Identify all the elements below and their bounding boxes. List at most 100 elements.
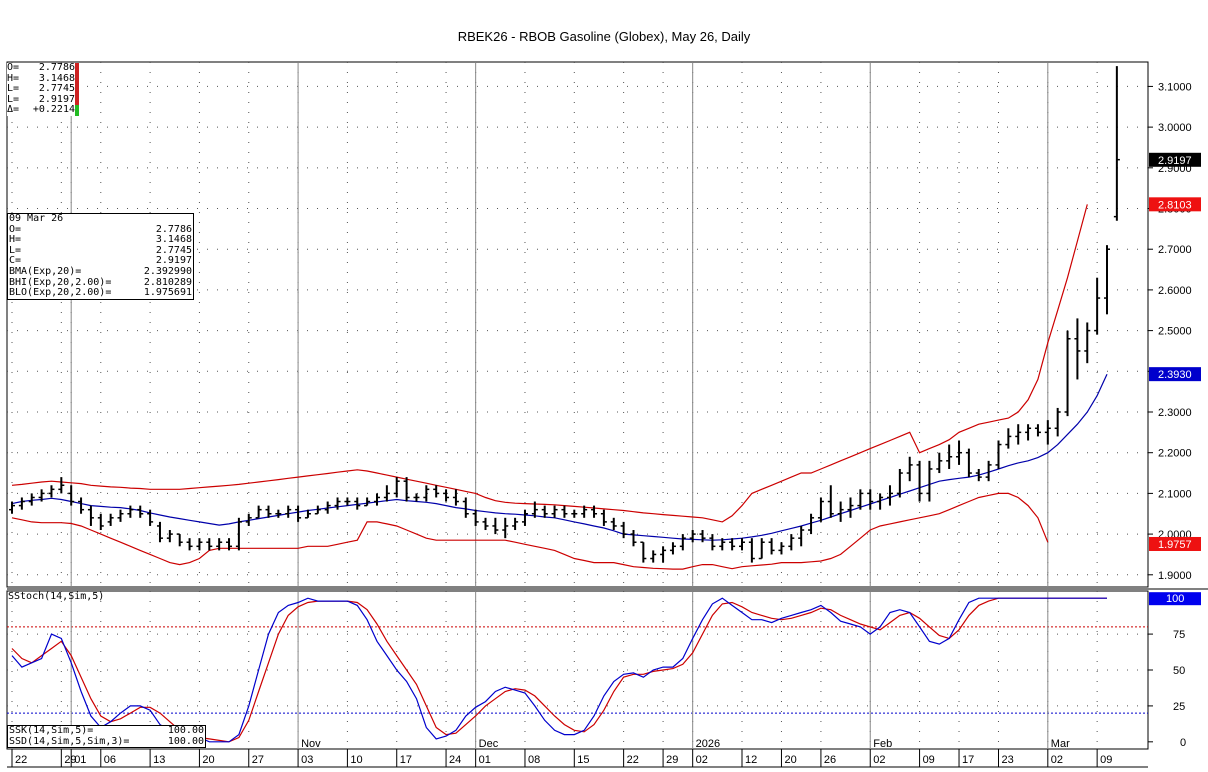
price-tick-label: 2.7000 — [1158, 244, 1192, 256]
ohlc-bar — [946, 444, 953, 469]
date-label: 20 — [784, 754, 796, 766]
date-label: 29 — [64, 754, 76, 766]
price-tick-label: 2.6000 — [1158, 285, 1192, 297]
ohlc-bar — [1025, 424, 1032, 441]
ohlc-bar — [393, 477, 400, 498]
month-label: 2026 — [696, 738, 720, 750]
price-tick-label: 3.1000 — [1158, 81, 1192, 93]
bollinger-upper-line — [11, 204, 1088, 523]
ohlc-row: H= 3.1468 — [7, 73, 79, 85]
info-value: 1.975691 — [143, 287, 192, 299]
ohlc-label: O= — [7, 62, 20, 73]
ohlc-bar — [147, 509, 154, 526]
ohlc-bar — [985, 460, 992, 482]
ohlc-bar — [186, 538, 193, 551]
ohlc-bar — [975, 468, 982, 482]
info-value: 2.7786 — [155, 223, 192, 235]
ohlc-bar — [768, 538, 775, 555]
price-panel-border — [6, 61, 1149, 588]
ohlc-bar — [1104, 245, 1110, 315]
ohlc-bar — [48, 485, 55, 498]
ohlc-bar — [729, 538, 736, 551]
ohlc-bar — [739, 538, 745, 551]
ohlc-bar — [1113, 66, 1120, 221]
ohlc-row: Δ= +0.2214 — [7, 105, 79, 116]
info-box: 09 Mar 26 O= 2.7786 H= 3.1468 L= 2.7745 C= 2.91… — [7, 213, 194, 300]
ohlc-bar — [965, 448, 972, 478]
ohlc-bar — [1044, 420, 1051, 445]
stoch-legend: SSK(14,Sim,5)= 100.00 SSD(14,Sim,5,Sim,3)=… — [7, 725, 206, 749]
price-tag-bg — [1149, 367, 1201, 382]
month-label: Mar — [1051, 738, 1070, 750]
ohlc-value: 2.9197 — [38, 93, 75, 105]
price-tick-label: 3.0000 — [1158, 122, 1192, 134]
info-value: 2.7745 — [155, 244, 192, 256]
price-tick-label: 1.9000 — [1158, 570, 1192, 582]
ohlc-bar — [581, 505, 588, 518]
ohlc-bar — [166, 530, 173, 543]
stoch-value: 100.00 — [167, 725, 204, 736]
ohlc-bar — [650, 550, 657, 563]
ohlc-bar — [847, 497, 854, 518]
info-label: O= — [9, 223, 22, 235]
date-label: 01 — [74, 754, 86, 766]
ohlc-bar — [1054, 407, 1061, 437]
ohlc-bar — [709, 534, 716, 551]
ohlc-bar — [324, 501, 331, 514]
info-date: 09 Mar 26 — [9, 213, 64, 224]
ohlc-bar — [265, 505, 272, 518]
ohlc-row: O= 2.7786 — [7, 62, 79, 74]
ohlc-bar — [808, 513, 815, 535]
info-value: 2.810289 — [143, 276, 192, 288]
info-label: C= — [9, 255, 22, 267]
price-tag-close: 2.9197 — [1149, 152, 1201, 167]
info-row: C= 2.9197 — [9, 256, 192, 267]
ohlc-bar — [235, 517, 242, 551]
ohlc-bar — [827, 485, 834, 518]
ohlc-bar — [433, 485, 440, 498]
ohlc-bar — [28, 493, 35, 506]
ohlc-bar — [591, 505, 598, 518]
ohlc-bar — [117, 509, 124, 522]
ohlc-bar — [956, 440, 963, 465]
info-row: L= 2.7745 — [9, 244, 192, 257]
stoch-label: SSD(14,Sim,5,Sim,3)= — [9, 735, 130, 747]
ohlc-bar — [610, 517, 617, 531]
date-label: 24 — [449, 754, 461, 766]
info-row: O= 2.7786 — [9, 223, 192, 236]
info-row: BHI(Exp,20,2.00)= 2.810289 — [9, 276, 192, 289]
stoch-tick-label: 0 — [1180, 737, 1186, 749]
month-label: Dec — [479, 738, 499, 750]
ohlc-bar — [196, 538, 203, 551]
date-label: 17 — [400, 754, 412, 766]
ohlc-bar — [295, 505, 302, 522]
ohlc-bar — [443, 489, 450, 502]
ohlc-bar — [78, 497, 85, 514]
ohlc-bar — [482, 517, 489, 531]
date-label: 10 — [350, 754, 362, 766]
stoch-title: SStoch(14,Sim,5) — [8, 591, 104, 603]
month-label: Feb — [873, 738, 892, 750]
ohlc-bar — [107, 513, 114, 526]
date-label: 02 — [696, 754, 708, 766]
ohlc-bar — [1005, 428, 1012, 449]
price-tick-label: 2.1000 — [1158, 488, 1192, 500]
ohlc-bar — [521, 509, 528, 526]
info-value: 3.1468 — [155, 234, 192, 246]
ohlc-bar — [719, 538, 726, 551]
ohlc-bar — [492, 517, 499, 535]
ohlc-bar — [226, 538, 233, 551]
date-label: 08 — [528, 754, 540, 766]
date-label: 12 — [745, 754, 757, 766]
ohlc-bar — [660, 546, 667, 563]
ohlc-bar — [896, 468, 903, 498]
ohlc-bar — [462, 497, 469, 518]
price-tag-bg — [1149, 197, 1201, 212]
ohlc-bar — [255, 505, 262, 519]
ohlc-bar — [758, 538, 765, 560]
info-row: BMA(Exp,20)= 2.392990 — [9, 266, 192, 278]
ohlc-bar — [699, 530, 706, 543]
ohlc-bar — [9, 501, 15, 514]
date-label: 22 — [627, 754, 639, 766]
